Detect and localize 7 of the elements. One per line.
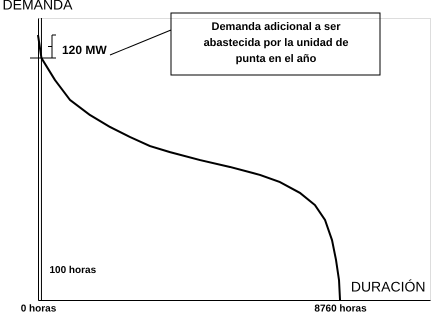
ref-line-label: 100 horas <box>49 265 97 276</box>
annotation: Demanda adicional a ser abastecida por la unidad de punta en el año <box>204 21 348 65</box>
annotation: 120 MW <box>62 43 108 57</box>
x-axis-title: DURACIÓN <box>350 278 426 294</box>
x-tick-label: 0 horas <box>20 304 57 314</box>
x-tick-label: 8760 horas <box>314 304 368 314</box>
y-axis-title: DEMANDA <box>2 0 74 12</box>
